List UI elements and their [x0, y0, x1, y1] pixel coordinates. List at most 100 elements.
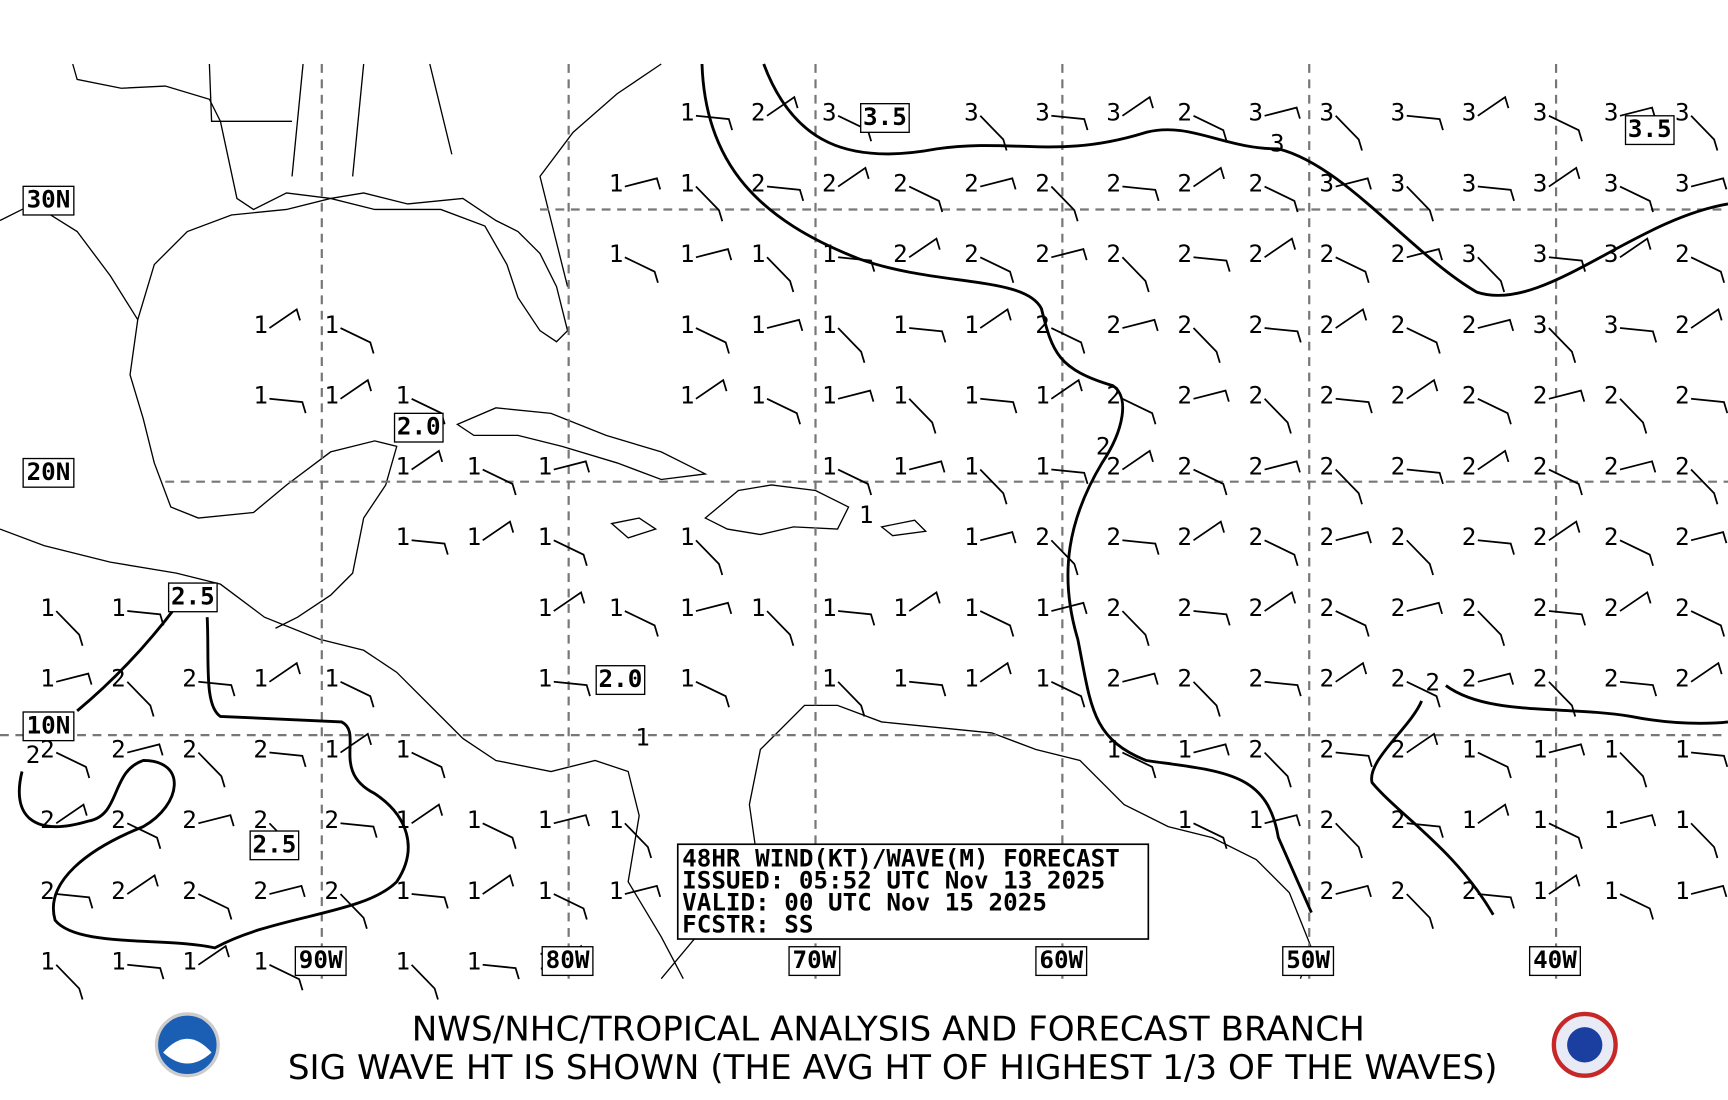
wave-height: 2	[751, 168, 766, 197]
wave-height: 1	[1675, 876, 1690, 905]
wave-height: 2	[1177, 451, 1192, 480]
jamaica	[610, 517, 658, 539]
wind-barb	[1690, 256, 1725, 283]
wave-height: 2	[1675, 239, 1690, 268]
label-text: 10N	[27, 710, 71, 739]
wave-height: 2	[111, 664, 126, 693]
wave-height: 3	[1675, 168, 1690, 197]
wave-height: 2	[1391, 734, 1406, 763]
wave-height: 2	[111, 734, 126, 763]
wave-height: 2	[1320, 876, 1335, 905]
wave-height: 2	[1177, 522, 1192, 551]
forecast-line: 48HR WIND(KT)/WAVE(M) FORECAST	[682, 843, 1120, 872]
wave-height: 2	[324, 805, 339, 834]
wind-barb	[1690, 468, 1719, 505]
wind-barb	[979, 468, 1008, 505]
wave-height: 2	[1177, 593, 1192, 622]
wave-height: 1	[395, 947, 410, 976]
wave-height: 1	[964, 451, 979, 480]
wind-barb	[1263, 398, 1292, 434]
contour-line	[1445, 684, 1728, 725]
wave-height: 1	[324, 734, 339, 763]
wave-height: 3	[1533, 239, 1548, 268]
wind-barb	[1264, 680, 1302, 697]
wind-barb	[553, 460, 590, 473]
wind-barb	[1619, 539, 1654, 566]
wave-height: 1	[964, 522, 979, 551]
forecast-line: ISSUED: 05:52 UTC Nov 13 2025	[682, 865, 1105, 894]
wave-height: 2	[182, 805, 197, 834]
wind-barb	[126, 873, 159, 895]
wind-barb	[1477, 256, 1506, 293]
wave-height: 2	[1106, 593, 1121, 622]
wind-barb	[1477, 95, 1510, 117]
wind-barb	[1051, 114, 1089, 131]
wave-height: 1	[1675, 734, 1690, 763]
wind-barb	[553, 539, 588, 566]
label-text: 20N	[27, 457, 71, 486]
wind-barb	[1406, 468, 1444, 485]
wave-height: 2	[1533, 593, 1548, 622]
wind-barb	[766, 398, 801, 425]
wave-height: 1	[253, 664, 268, 693]
wave-height: 1	[395, 805, 410, 834]
wave-height: 1	[680, 310, 695, 339]
label-box	[167, 582, 218, 613]
wind-barb	[1477, 449, 1510, 471]
wave-height: 2	[1248, 451, 1263, 480]
wave-heights: 1 2 3 3 3 3 2 3 3 3 3 3 3 31 1 2 2 2 2 2 2 2 2 3 3 3 3 3 31 1 1 1 2 2 2 2 2 2…	[40, 98, 1689, 976]
wind-barb	[1548, 256, 1586, 272]
contour-line	[762, 63, 1728, 297]
wave-height: 2	[1604, 593, 1619, 622]
wind-barb	[1264, 460, 1301, 473]
wave-height: 2	[1035, 168, 1050, 197]
label-text: 2.5	[253, 829, 297, 858]
wind-barb	[624, 610, 659, 637]
wind-barb	[1121, 610, 1150, 647]
wave-height: 1	[680, 522, 695, 551]
wind-barb	[197, 893, 233, 920]
wave-height: 1	[395, 451, 410, 480]
wind-barb	[1690, 884, 1728, 898]
wind-barb	[1690, 610, 1725, 637]
wind-barb	[624, 884, 662, 898]
wave-height: 1	[680, 664, 695, 693]
wave-height: 2	[1604, 664, 1619, 693]
wave-height: 1	[893, 664, 908, 693]
contour-label: 1	[635, 722, 650, 751]
wave-height: 3	[1462, 168, 1477, 197]
wind-barb	[1122, 539, 1160, 555]
label-text: 3.5	[863, 102, 907, 131]
coastlines	[0, 63, 1313, 980]
wave-height: 2	[253, 876, 268, 905]
wave-height: 1	[538, 805, 553, 834]
wind-barb	[340, 732, 372, 754]
wind-barb	[1548, 389, 1586, 402]
wave-height: 2	[1391, 522, 1406, 551]
atlantic-coast	[539, 63, 662, 287]
wave-height: 2	[1248, 381, 1263, 410]
wind-barb	[1335, 884, 1372, 898]
wind-barb	[837, 681, 866, 717]
wind-barb	[1121, 449, 1154, 471]
wind-barb	[410, 964, 439, 1000]
wave-height: 2	[1604, 522, 1619, 551]
wave-height: 1	[111, 593, 126, 622]
wind-barb	[1121, 256, 1150, 293]
wind-barb	[1690, 115, 1719, 151]
wind-barb	[1406, 822, 1444, 838]
noaa-logo-mark	[163, 1038, 212, 1064]
wind-barb	[482, 468, 517, 496]
wave-height: 2	[111, 876, 126, 905]
wind-barb	[553, 814, 590, 827]
wave-height: 2	[1177, 168, 1192, 197]
label-text: 40W	[1533, 945, 1577, 974]
wave-height: 2	[1462, 664, 1477, 693]
wind-barb	[837, 166, 870, 188]
wave-height: 2	[1320, 381, 1335, 410]
wave-height: 2	[1462, 451, 1477, 480]
wave-height: 1	[751, 593, 766, 622]
wind-barb	[980, 531, 1017, 544]
wind-barb	[56, 893, 94, 909]
wave-height: 2	[1035, 522, 1050, 551]
